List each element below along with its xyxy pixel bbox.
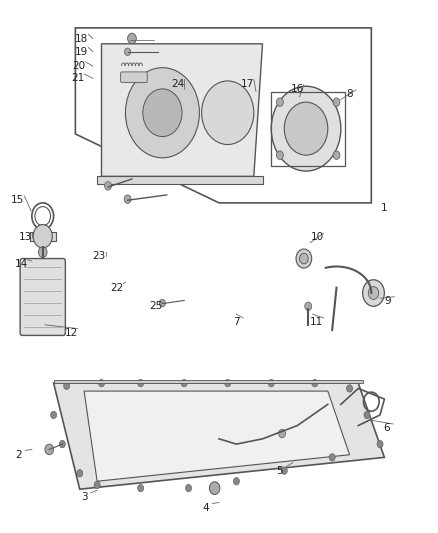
Text: 19: 19 [75, 47, 88, 56]
Circle shape [45, 444, 53, 455]
Text: 23: 23 [93, 251, 106, 261]
Text: 6: 6 [383, 423, 390, 433]
Text: 18: 18 [75, 34, 88, 44]
Circle shape [143, 89, 182, 136]
Circle shape [225, 379, 231, 387]
Polygon shape [97, 176, 262, 184]
Text: 11: 11 [310, 317, 324, 327]
Circle shape [284, 102, 328, 155]
Text: 2: 2 [15, 450, 22, 460]
Circle shape [281, 467, 287, 474]
Circle shape [300, 253, 308, 264]
Text: 22: 22 [110, 282, 124, 293]
Circle shape [124, 195, 131, 204]
Circle shape [159, 300, 166, 307]
Polygon shape [53, 383, 385, 489]
Circle shape [346, 385, 353, 392]
FancyBboxPatch shape [120, 72, 147, 83]
Circle shape [312, 379, 318, 387]
Circle shape [201, 81, 254, 144]
Circle shape [333, 151, 340, 159]
Circle shape [125, 68, 199, 158]
Circle shape [59, 440, 65, 448]
Text: 21: 21 [71, 73, 84, 83]
Text: 12: 12 [64, 328, 78, 338]
Circle shape [50, 411, 57, 419]
Text: 5: 5 [277, 466, 283, 475]
Circle shape [127, 33, 136, 44]
Circle shape [94, 481, 100, 489]
Text: 4: 4 [203, 503, 209, 513]
Circle shape [368, 287, 379, 300]
Text: 25: 25 [149, 301, 162, 311]
Circle shape [124, 48, 131, 55]
Circle shape [271, 86, 341, 171]
Circle shape [276, 98, 283, 107]
FancyBboxPatch shape [20, 259, 65, 335]
Polygon shape [30, 232, 56, 241]
Text: 17: 17 [240, 78, 254, 88]
Circle shape [329, 454, 335, 461]
Text: 13: 13 [19, 232, 32, 243]
Text: 20: 20 [72, 61, 85, 71]
Circle shape [305, 302, 312, 311]
Circle shape [233, 478, 240, 485]
Text: 14: 14 [14, 259, 28, 269]
Circle shape [276, 151, 283, 159]
Polygon shape [84, 391, 350, 481]
Text: 15: 15 [11, 195, 25, 205]
Circle shape [138, 379, 144, 387]
Text: 8: 8 [346, 89, 353, 99]
Circle shape [64, 382, 70, 390]
Circle shape [268, 379, 274, 387]
Text: 24: 24 [171, 78, 184, 88]
Polygon shape [102, 44, 262, 176]
Circle shape [105, 182, 112, 190]
Text: 9: 9 [385, 296, 391, 306]
Circle shape [333, 98, 340, 107]
Text: 10: 10 [311, 232, 324, 243]
Text: 3: 3 [81, 492, 88, 502]
Circle shape [138, 484, 144, 492]
Text: 16: 16 [291, 84, 304, 94]
Circle shape [363, 280, 385, 306]
Circle shape [39, 247, 47, 257]
Circle shape [33, 224, 52, 248]
Circle shape [296, 249, 312, 268]
Polygon shape [53, 381, 363, 383]
Circle shape [181, 379, 187, 387]
Circle shape [364, 411, 370, 419]
Text: 1: 1 [381, 203, 388, 213]
Circle shape [377, 440, 383, 448]
Circle shape [279, 429, 286, 438]
Circle shape [209, 482, 220, 495]
Circle shape [185, 484, 191, 492]
Circle shape [77, 470, 83, 477]
Circle shape [99, 379, 105, 387]
Text: 7: 7 [233, 317, 240, 327]
